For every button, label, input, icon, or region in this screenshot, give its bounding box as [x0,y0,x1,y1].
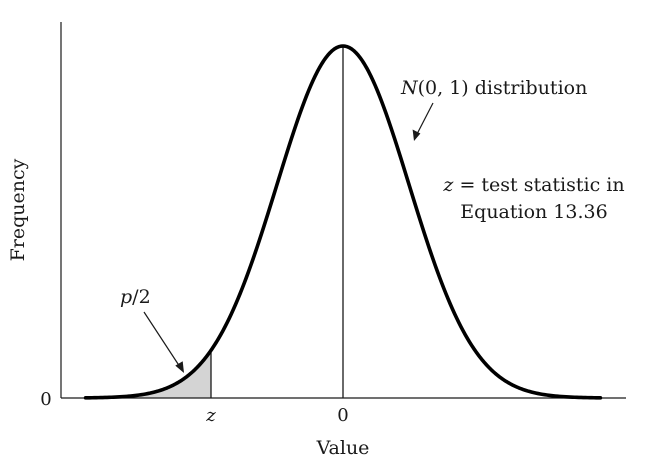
area-label-arrowhead [175,361,184,373]
curve-label-arrowhead [412,129,421,141]
x-axis-label: Value [316,437,370,459]
z-note-line1: z = test statistic in [442,174,624,196]
curve-label: N(0, 1) distribution [400,77,587,99]
normal-curve [83,44,603,400]
z-note-line2: Equation 13.36 [460,201,607,223]
y-axis-label: Frequency [7,158,29,261]
shaded-tail-area [85,350,211,398]
x-tick-label-zero: 0 [337,405,348,426]
curve-label-arrow [415,102,434,137]
x-tick-label-z: z [205,405,216,426]
area-label: p/2 [120,286,151,308]
y-tick-label: 0 [40,389,51,410]
area-label-arrow [143,311,181,368]
